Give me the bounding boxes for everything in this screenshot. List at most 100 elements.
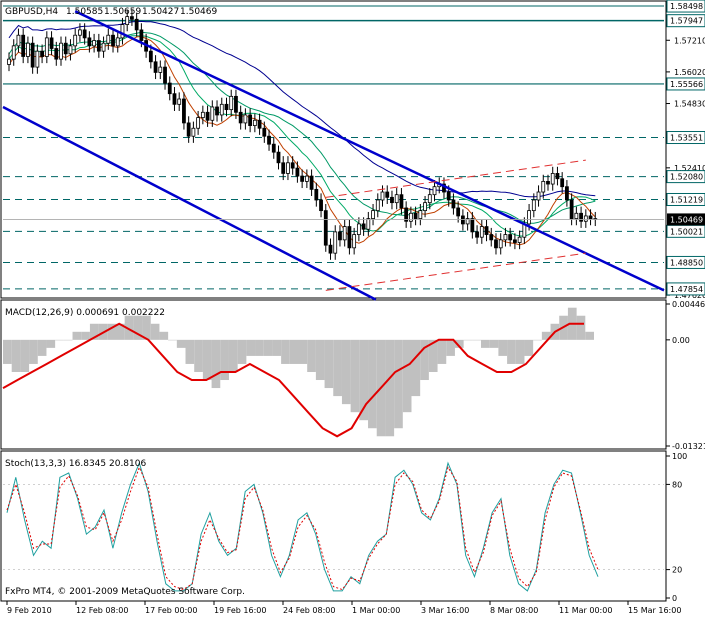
candle-body xyxy=(191,127,196,137)
candle-body xyxy=(219,103,224,116)
level-label: 1.48850 xyxy=(670,258,703,267)
candle-body xyxy=(148,50,153,63)
macd-histogram-bar xyxy=(289,339,299,364)
candle-body xyxy=(531,199,536,212)
price-axis: 1.572101.560201.548301.524101.500801.476… xyxy=(666,0,705,603)
macd-histogram-bar xyxy=(29,339,38,364)
candle-body xyxy=(54,48,59,60)
candle-body xyxy=(63,42,68,55)
stoch-tick-label: 80 xyxy=(672,480,682,489)
macd-histogram-bar xyxy=(324,339,334,389)
candle-body xyxy=(40,50,44,57)
candle-body xyxy=(290,162,295,169)
candle-body xyxy=(404,207,409,222)
channel-lower-line xyxy=(2,105,377,301)
candle-body xyxy=(130,16,134,20)
candle-body xyxy=(498,239,503,249)
level-label-box xyxy=(666,0,705,13)
candle-body xyxy=(163,66,167,84)
candle-body xyxy=(541,180,546,193)
level-label: 1.51219 xyxy=(670,195,703,204)
macd-histogram-bar xyxy=(541,331,551,340)
level-label-box xyxy=(666,170,705,184)
candle-body xyxy=(92,40,97,47)
candle-body xyxy=(309,175,314,190)
macd-histogram-bar xyxy=(63,339,73,341)
trend-lower-line xyxy=(325,252,586,291)
level-label: 1.53551 xyxy=(670,134,703,143)
candle-body xyxy=(78,29,82,36)
candle-body xyxy=(579,212,583,222)
candle-body xyxy=(234,95,238,113)
macd-histogram-bar xyxy=(263,339,273,356)
candle-body xyxy=(560,178,565,188)
macd-panel-title: MACD(12,26,9) 0.000691 0.002222 xyxy=(5,308,165,318)
candle-body xyxy=(224,103,229,111)
macd-histogram-bar xyxy=(298,339,308,364)
ohlc-low: 1.50427 xyxy=(142,7,179,17)
time-tick-label: 15 Mar 16:00 xyxy=(628,606,681,615)
candle-body xyxy=(177,98,182,105)
macd-tick-label: 0.00446 xyxy=(672,300,705,309)
candle-body xyxy=(555,173,560,180)
candle-body xyxy=(16,34,21,47)
candle-body xyxy=(276,151,281,164)
candle-body xyxy=(106,34,111,44)
macd-histogram-bar xyxy=(3,339,12,364)
macd-tick-label: 0.00 xyxy=(672,336,690,345)
candle-body xyxy=(271,143,276,153)
level-label: 1.52080 xyxy=(670,173,703,182)
candle-body xyxy=(59,42,63,60)
macd-histogram-bar xyxy=(402,339,412,413)
macd-histogram-bar xyxy=(394,339,403,429)
time-tick-label: 12 Feb 08:00 xyxy=(76,606,128,615)
macd-histogram-bar xyxy=(20,339,30,372)
stoch-main-line xyxy=(6,461,599,592)
candle-body xyxy=(394,194,399,204)
candle-body xyxy=(352,234,357,249)
candle-body xyxy=(465,218,470,225)
macd-histogram-bar xyxy=(472,339,482,341)
stoch-tick-label: 0 xyxy=(672,594,677,603)
candle-body xyxy=(418,210,423,219)
macd-histogram-bar xyxy=(124,315,134,340)
macd-histogram-bar xyxy=(46,339,56,348)
candle-body xyxy=(35,50,40,68)
candle-body xyxy=(196,117,201,129)
candle-body xyxy=(432,186,437,196)
macd-histogram-bar xyxy=(585,331,594,340)
main-panel-title: GBPUSD,H4 xyxy=(5,7,58,17)
macd-histogram-bar xyxy=(507,339,516,364)
macd-histogram-bar xyxy=(228,339,238,372)
candle-body xyxy=(26,42,30,57)
stoch-panel-title: Stoch(13,3,3) 16.8345 20.8106 xyxy=(5,459,146,469)
candle-body xyxy=(49,37,54,49)
candle-body xyxy=(470,218,475,233)
candle-body xyxy=(158,66,163,73)
main-panel xyxy=(2,5,665,301)
macd-histogram-bar xyxy=(533,339,542,341)
level-label-box xyxy=(666,255,705,269)
candle-body xyxy=(408,212,413,222)
candle-body xyxy=(380,191,385,201)
level-label: 1.57947 xyxy=(670,17,703,26)
candle-body xyxy=(44,37,49,57)
candle-body xyxy=(366,218,371,230)
candle-body xyxy=(243,114,248,124)
ohlc-high: 1.50659 xyxy=(104,7,141,17)
candle-body xyxy=(375,199,380,212)
macd-histogram-bar xyxy=(72,331,82,340)
candle-body xyxy=(262,127,267,137)
level-label-box xyxy=(666,131,705,145)
price-tick-label: 1.47620 xyxy=(674,291,705,300)
candle-body xyxy=(215,106,219,116)
candle-body xyxy=(182,98,186,124)
candle-body xyxy=(304,175,309,182)
candle-body xyxy=(7,58,11,65)
macd-histogram-bar xyxy=(176,339,186,348)
macd-histogram-bar xyxy=(115,323,125,340)
macd-histogram-bar xyxy=(220,339,229,381)
candle-body xyxy=(87,37,92,47)
macd-histogram-bar xyxy=(350,339,360,413)
time-tick-label: 17 Feb 00:00 xyxy=(145,606,197,615)
